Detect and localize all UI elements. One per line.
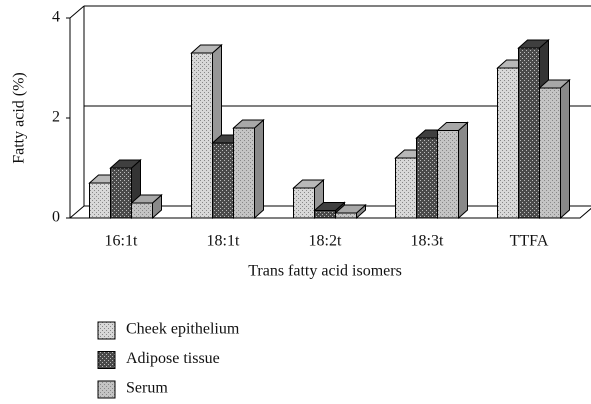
bar bbox=[110, 167, 132, 219]
legend-swatch bbox=[97, 321, 116, 340]
bar bbox=[539, 87, 561, 219]
bar bbox=[335, 212, 357, 219]
y-axis-label: Fatty acid (%) bbox=[11, 72, 28, 164]
bar bbox=[395, 157, 417, 219]
bar-side bbox=[560, 78, 570, 220]
y-tick-label: 2 bbox=[52, 109, 60, 126]
bar bbox=[437, 130, 459, 219]
x-tick-label: 18:3t bbox=[411, 233, 444, 250]
bar bbox=[314, 210, 336, 219]
x-axis-label: Trans fatty acid isomers bbox=[248, 263, 402, 280]
bar bbox=[131, 202, 153, 219]
y-tick-label: 0 bbox=[52, 209, 60, 226]
legend-swatch bbox=[97, 351, 116, 369]
legend-label: Cheek epithelium bbox=[126, 321, 240, 338]
bar bbox=[416, 137, 438, 219]
wall-edge bbox=[69, 5, 85, 19]
x-tick-label: 16:1t bbox=[105, 233, 138, 250]
bar bbox=[518, 47, 540, 219]
x-tick-label: 18:2t bbox=[309, 233, 342, 250]
bar-side bbox=[254, 118, 264, 220]
bar bbox=[212, 142, 234, 219]
legend-swatch bbox=[97, 380, 116, 399]
bar-side bbox=[458, 121, 468, 220]
legend-label: Serum bbox=[126, 380, 168, 397]
x-tick-label: 18:1t bbox=[207, 233, 240, 250]
bar bbox=[191, 52, 213, 219]
bar bbox=[89, 182, 111, 219]
y-tick-label: 4 bbox=[52, 9, 60, 26]
legend-label: Adipose tissue bbox=[126, 350, 220, 367]
bar bbox=[497, 67, 519, 219]
bar bbox=[293, 187, 315, 219]
bar bbox=[233, 127, 255, 219]
x-tick-label: TTFA bbox=[510, 233, 549, 250]
